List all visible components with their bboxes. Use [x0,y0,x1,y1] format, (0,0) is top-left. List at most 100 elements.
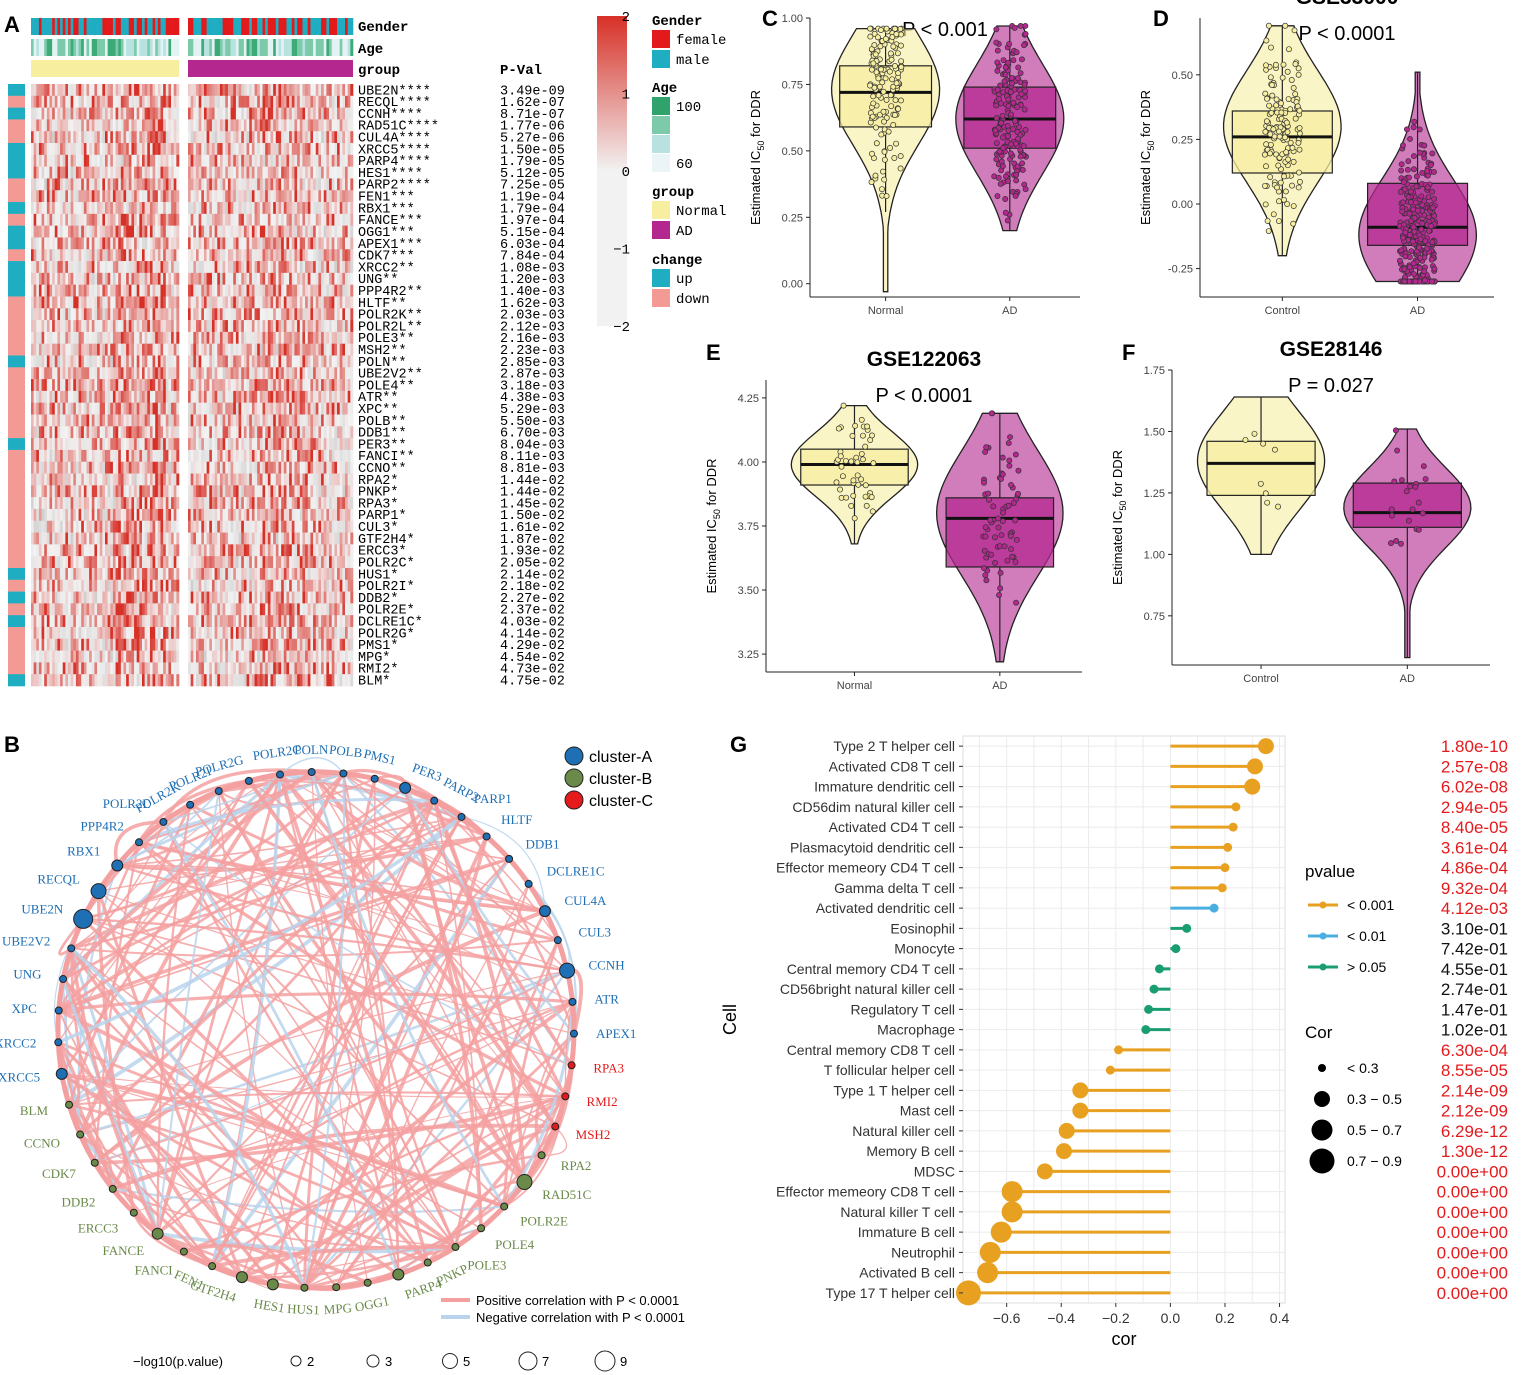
heatmap-cell [342,284,346,297]
heatmap-cell [251,119,255,132]
heatmap-cell [291,190,295,203]
heatmap-cell [107,508,111,522]
heatmap-cell [144,190,148,203]
heatmap-cell [198,225,202,238]
age-cell [147,39,151,56]
heatmap-cell [283,355,287,368]
heatmap-cell [147,331,151,344]
heatmap-cell [329,390,333,404]
heatmap-cell [89,367,93,380]
heatmap-cell [52,438,56,451]
gender-cell [36,18,40,35]
heatmap-cell [91,438,95,451]
heatmap-cell [230,249,234,262]
heatmap-cell [131,390,135,404]
heatmap-cell [334,284,338,297]
heatmap-cell [38,249,42,262]
heatmap-cell [318,166,322,179]
heatmap-cell [75,119,79,132]
age-cell [134,39,138,56]
heatmap-cell [99,449,103,463]
heatmap-cell [323,202,327,215]
heatmap-cell [65,591,69,604]
heatmap-cell [241,320,245,333]
heatmap-cell [89,355,93,368]
heatmap-cell [259,166,263,179]
heatmap-cell [243,367,247,380]
heatmap-cell [273,95,277,108]
heatmap-cell [147,249,151,262]
heatmap-cell [230,379,234,392]
heatmap-cell [86,95,90,108]
heatmap-cell [326,390,330,404]
heatmap-cell [144,261,148,274]
heatmap-cell [70,473,74,486]
heatmap-cell [176,615,180,628]
age-cell [345,39,348,56]
heatmap-cell [70,650,74,663]
heatmap-cell [73,272,77,285]
heatmap-cell [149,615,153,628]
heatmap-cell [329,343,333,356]
heatmap-cell [38,402,42,415]
heatmap-cell [44,662,48,675]
heatmap-cell [136,438,140,451]
heatmap-cell [123,237,127,250]
heatmap-cell [46,638,50,651]
heatmap-cell [68,237,71,250]
heatmap-cell [49,414,53,427]
heatmap-cell [313,154,317,167]
heatmap-cell [94,461,98,474]
heatmap-cell [211,296,215,309]
heatmap-cell [347,308,351,321]
heatmap-cell [128,237,132,250]
heatmap-cell [78,213,82,226]
heatmap-cell [273,367,277,380]
heatmap-cell [49,225,53,238]
heatmap-cell [155,674,159,687]
heatmap-cell [97,520,101,533]
heatmap-cell [219,84,223,97]
heatmap-cell [152,166,156,179]
heatmap-cell [254,343,258,356]
heatmap-cell [190,402,194,415]
gender-cell [142,18,145,35]
heatmap-cell [94,331,98,344]
heatmap-cell [91,591,95,604]
heatmap-cell [209,84,213,97]
heatmap-cell [173,497,177,510]
heatmap-cell [206,261,210,274]
heatmap-cell [334,154,338,167]
heatmap-cell [214,331,218,344]
heatmap-cell [321,367,325,380]
heatmap-cell [257,261,261,274]
heatmap-cell [115,438,119,451]
heatmap-cell [60,579,64,592]
heatmap-cell [139,367,143,380]
heatmap-cell [171,508,175,522]
heatmap-cell [152,603,156,616]
heatmap-cell [190,343,194,356]
heatmap-cell [251,390,255,404]
heatmap-cell [163,414,167,427]
heatmap-cell [270,143,274,156]
heatmap-cell [291,225,295,238]
heatmap-cell [102,202,106,215]
age-cell [270,39,274,56]
heatmap-cell [168,84,172,97]
heatmap-cell [139,603,143,616]
heatmap-cell [152,426,156,439]
heatmap-cell [57,272,61,285]
heatmap-cell [123,414,127,427]
heatmap-cell [339,355,343,368]
heatmap-cell [118,284,122,297]
heatmap-cell [278,202,282,215]
heatmap-cell [294,355,298,368]
heatmap-cell [201,284,205,297]
heatmap-cell [110,166,114,179]
heatmap-cell [267,95,271,108]
heatmap-cell [89,473,93,486]
heatmap-cell [128,143,132,156]
heatmap-cell [339,84,343,97]
heatmap-cell [307,225,311,238]
